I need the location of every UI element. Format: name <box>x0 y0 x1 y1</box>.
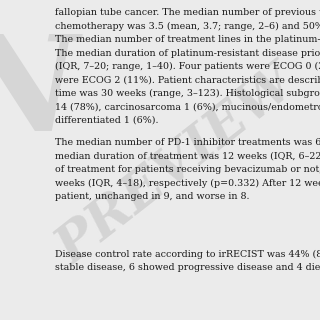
Text: stable disease, 6 showed progressive disease and 4 died befor: stable disease, 6 showed progressive dis… <box>55 263 320 273</box>
Text: The median number of PD-1 inhibitor treatments was 6 (IQR,: The median number of PD-1 inhibitor trea… <box>55 138 320 147</box>
Text: median duration of treatment was 12 weeks (IQR, 6–22; range: median duration of treatment was 12 week… <box>55 151 320 161</box>
Text: chemotherapy was 3.5 (mean, 3.7; range, 2–6) and 50% had ≥: chemotherapy was 3.5 (mean, 3.7; range, … <box>55 21 320 31</box>
Text: patient, unchanged in 9, and worse in 8.: patient, unchanged in 9, and worse in 8. <box>55 192 250 201</box>
Text: time was 30 weeks (range, 3–123). Histological subgroups wer: time was 30 weeks (range, 3–123). Histol… <box>55 89 320 98</box>
Text: PREVIEW: PREVIEW <box>46 57 306 276</box>
Text: 14 (78%), carcinosarcoma 1 (6%), mucinous/endometroid 1 (6: 14 (78%), carcinosarcoma 1 (6%), mucinou… <box>55 102 320 111</box>
Text: N: N <box>0 30 78 159</box>
Text: of treatment for patients receiving bevacizumab or not, was 18: of treatment for patients receiving beva… <box>55 165 320 174</box>
Text: (IQR, 7–20; range, 1–40). Four patients were ECOG 0 (22%), 1: (IQR, 7–20; range, 1–40). Four patients … <box>55 62 320 71</box>
Text: weeks (IQR, 4–18), respectively (p=0.332) After 12 weeks, the i: weeks (IQR, 4–18), respectively (p=0.332… <box>55 179 320 188</box>
Text: fallopian tube cancer. The median number of previous treatm: fallopian tube cancer. The median number… <box>55 8 320 17</box>
Text: differentiated 1 (6%).: differentiated 1 (6%). <box>55 116 158 125</box>
Text: The median number of treatment lines in the platinum-resistá: The median number of treatment lines in … <box>55 35 320 44</box>
Text: were ECOG 2 (11%). Patient characteristics are described in Ta: were ECOG 2 (11%). Patient characteristi… <box>55 76 320 84</box>
Text: The median duration of platinum-resistant disease prior to PI: The median duration of platinum-resistan… <box>55 49 320 58</box>
Text: Disease control rate according to irRECIST was 44% (8 out of: Disease control rate according to irRECI… <box>55 250 320 259</box>
